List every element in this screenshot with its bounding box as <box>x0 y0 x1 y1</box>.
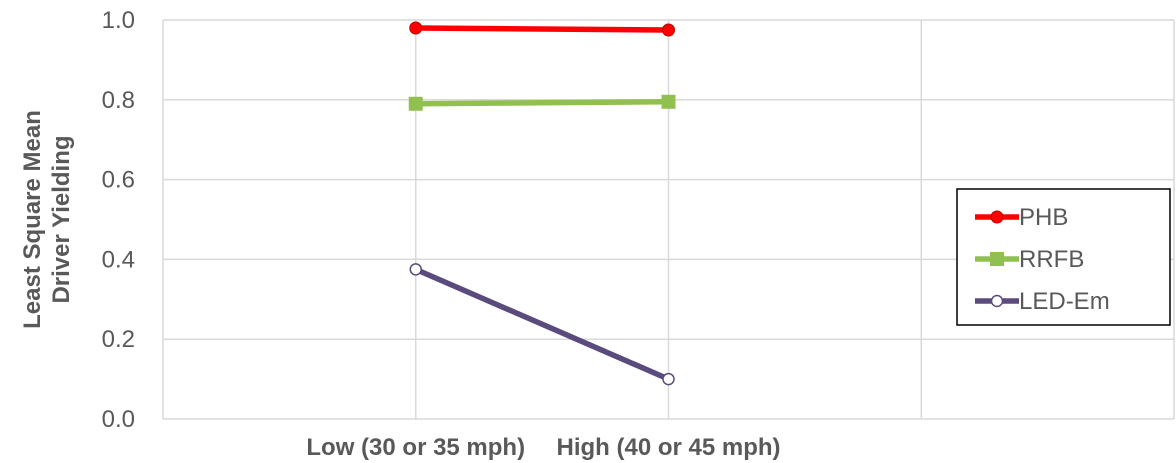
legend-item: LED-Em <box>975 288 1110 315</box>
data-point <box>990 294 1004 308</box>
data-point <box>990 252 1004 266</box>
data-point <box>408 96 423 111</box>
legend: PHB RRFB LED-Em <box>956 188 1171 326</box>
series-lines <box>408 21 676 386</box>
y-axis-title-line: Least Square Mean <box>19 110 46 329</box>
legend-item: RRFB <box>975 246 1084 273</box>
x-axis-categories: Low (30 or 35 mph) High (40 or 45 mph) <box>306 434 780 461</box>
y-tick-label: 0.8 <box>102 87 135 114</box>
x-category-label: High (40 or 45 mph) <box>556 434 780 461</box>
y-axis-ticks: 0.0 0.2 0.4 0.6 0.8 1.0 <box>102 7 135 433</box>
series-rrfb <box>408 94 676 111</box>
y-tick-label: 0.2 <box>102 326 135 353</box>
legend-item: PHB <box>975 204 1068 231</box>
data-point <box>409 263 422 276</box>
y-tick-label: 0.0 <box>102 406 135 433</box>
series-line <box>413 266 672 382</box>
series-line <box>413 99 672 107</box>
data-point <box>661 94 676 109</box>
series-line <box>413 25 672 33</box>
x-category-label: Low (30 or 35 mph) <box>306 434 525 461</box>
y-axis-title: Least Square Mean Driver Yielding <box>19 110 75 329</box>
legend-label: PHB <box>1019 204 1068 231</box>
data-point <box>409 21 423 35</box>
y-tick-label: 1.0 <box>102 7 135 34</box>
legend-label: RRFB <box>1019 246 1084 273</box>
y-axis-title-line: Driver Yielding <box>48 135 75 303</box>
data-point <box>662 372 675 386</box>
series-led-em <box>409 263 675 386</box>
data-point <box>990 210 1004 224</box>
y-tick-label: 0.4 <box>102 246 135 273</box>
series-phb <box>409 21 675 37</box>
data-point <box>662 23 675 37</box>
y-tick-label: 0.6 <box>102 167 135 194</box>
legend-label: LED-Em <box>1019 288 1110 315</box>
